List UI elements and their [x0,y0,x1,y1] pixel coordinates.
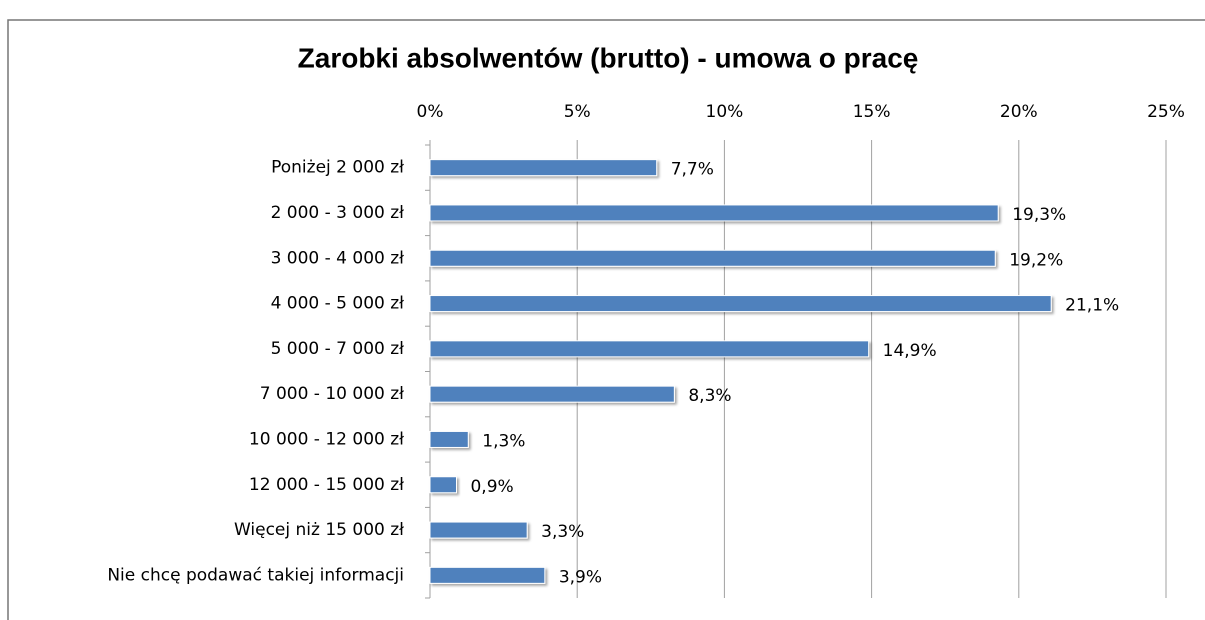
bar [429,385,675,403]
bar [429,295,1052,313]
y-tick-label: Nie chcę podawać takiej informacji [107,565,404,585]
y-tick-label: 3 000 - 4 000 zł [271,248,405,268]
y-tick-label: 5 000 - 7 000 zł [271,339,405,359]
bar [429,340,870,358]
x-tick-label: 20% [1000,102,1038,122]
data-label: 19,2% [1009,250,1063,270]
bar [429,430,469,448]
data-label: 0,9% [470,477,513,497]
bar [429,249,996,267]
data-label: 3,3% [541,522,584,542]
y-tick-label: 7 000 - 10 000 zł [260,384,404,404]
x-tick-label: 5% [564,102,591,122]
y-tick-label: 10 000 - 12 000 zł [249,429,404,449]
data-label: 8,3% [688,386,731,406]
data-label: 3,9% [559,567,602,587]
y-tick-label: Więcej niż 15 000 zł [234,520,404,540]
data-label: 7,7% [671,160,714,180]
y-tick-label: 12 000 - 15 000 zł [249,475,404,495]
data-label: 1,3% [482,431,525,451]
data-label: 14,9% [883,341,937,361]
y-tick-label: Poniżej 2 000 zł [271,158,404,178]
data-label: 21,1% [1065,296,1119,316]
bar [429,476,457,494]
bar [429,566,546,584]
data-label: 19,3% [1012,205,1066,225]
chart-frame [7,19,1205,620]
x-tick-label: 25% [1147,102,1185,122]
bar [429,159,658,177]
bar [429,521,528,539]
x-tick-label: 0% [417,102,444,122]
bar [429,204,999,222]
y-tick-label: 2 000 - 3 000 zł [271,203,405,223]
chart-title: Zarobki absolwentów (brutto) - umowa o p… [298,42,919,73]
x-tick-label: 10% [706,102,744,122]
y-tick-label: 4 000 - 5 000 zł [271,294,405,314]
x-tick-label: 15% [853,102,891,122]
